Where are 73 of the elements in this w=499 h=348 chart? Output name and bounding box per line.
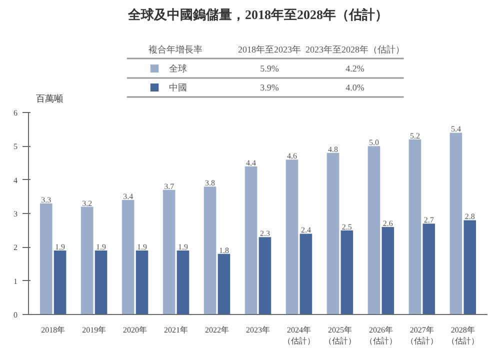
x-tick-label: 2022年 [205, 326, 230, 334]
bar [258, 237, 272, 314]
data-label: 5.4 [450, 124, 461, 134]
y-axis-title: 百萬噸 [36, 94, 63, 104]
x-tick-label: 2020年 [123, 326, 148, 334]
bar [408, 139, 422, 314]
y-tick-label: 3 [14, 210, 18, 218]
x-tick-label: 2019年 [82, 326, 106, 334]
chart-title: 全球及中國鎢儲量，2018年至2028年（估計） [127, 7, 388, 22]
bar [300, 234, 312, 314]
data-label: 3.7 [164, 182, 174, 191]
bar [244, 166, 258, 314]
data-label: 2.8 [464, 212, 475, 222]
text: 3.9% [260, 82, 280, 92]
x-tick-label: 2026年（估計） [364, 326, 397, 346]
legend-label: 全球 [169, 64, 188, 74]
text: 2023年至2028年（估計） [306, 44, 405, 54]
y-tick-label: 5 [14, 142, 18, 152]
bar [80, 206, 94, 314]
bar [94, 250, 108, 314]
x-tick-label: 2018年 [41, 326, 66, 334]
text: 複合年增長率 [148, 44, 203, 54]
data-label: 3.8 [205, 178, 216, 188]
data-label: 1.9 [55, 242, 66, 252]
data-label: 3.3 [41, 195, 52, 204]
text: 4.0% [346, 82, 365, 92]
x-tick-label: 2024年（估計） [282, 326, 315, 346]
bar [464, 220, 476, 314]
data-label: 2.4 [300, 226, 311, 235]
bar [204, 186, 216, 314]
x-tick-label: 2021年 [164, 326, 188, 334]
data-label: 1.9 [137, 242, 148, 252]
x-tick-label: 2025年（估計） [324, 326, 356, 346]
y-tick-label: 2 [14, 243, 18, 252]
y-tick-label: 6 [14, 108, 18, 118]
text: 2018年至2023年 [238, 44, 301, 54]
text: 4.2% [346, 64, 365, 74]
bar [40, 203, 52, 314]
bar [382, 226, 394, 314]
bar [368, 146, 380, 314]
x-tick-label: 2023年 [246, 326, 270, 334]
bar [286, 160, 298, 314]
bar [54, 250, 66, 314]
legend-label: 中國 [169, 82, 188, 92]
y-tick-label: 1 [14, 276, 18, 286]
data-label: 4.8 [328, 144, 338, 154]
y-tick-label: 0 [14, 310, 18, 320]
data-label: 4.4 [246, 158, 256, 168]
data-label: 3.4 [123, 192, 134, 202]
y-tick-label: 4 [14, 176, 18, 185]
bar [162, 190, 176, 314]
x-tick-label: 2028年（估計） [446, 326, 479, 346]
bar [422, 224, 436, 314]
data-label: 2.6 [382, 218, 393, 228]
data-label: 5.0 [368, 138, 379, 148]
bar [176, 250, 190, 314]
bar [326, 152, 340, 314]
data-label: 1.9 [178, 242, 188, 252]
bar [136, 250, 148, 314]
bar [340, 230, 354, 314]
data-label: 4.6 [287, 152, 298, 161]
bar [122, 200, 134, 314]
data-label: 5.2 [410, 131, 420, 140]
data-label: 2.5 [342, 222, 352, 232]
bar [218, 254, 230, 314]
data-label: 2.3 [260, 229, 270, 238]
text: 5.9% [260, 64, 280, 74]
x-tick-label: 2027年（估計） [406, 326, 438, 346]
data-label: 1.8 [218, 246, 229, 255]
data-label: 2.7 [424, 216, 434, 225]
data-label: 3.2 [82, 198, 92, 208]
bar [450, 132, 462, 314]
data-label: 1.9 [96, 242, 106, 252]
